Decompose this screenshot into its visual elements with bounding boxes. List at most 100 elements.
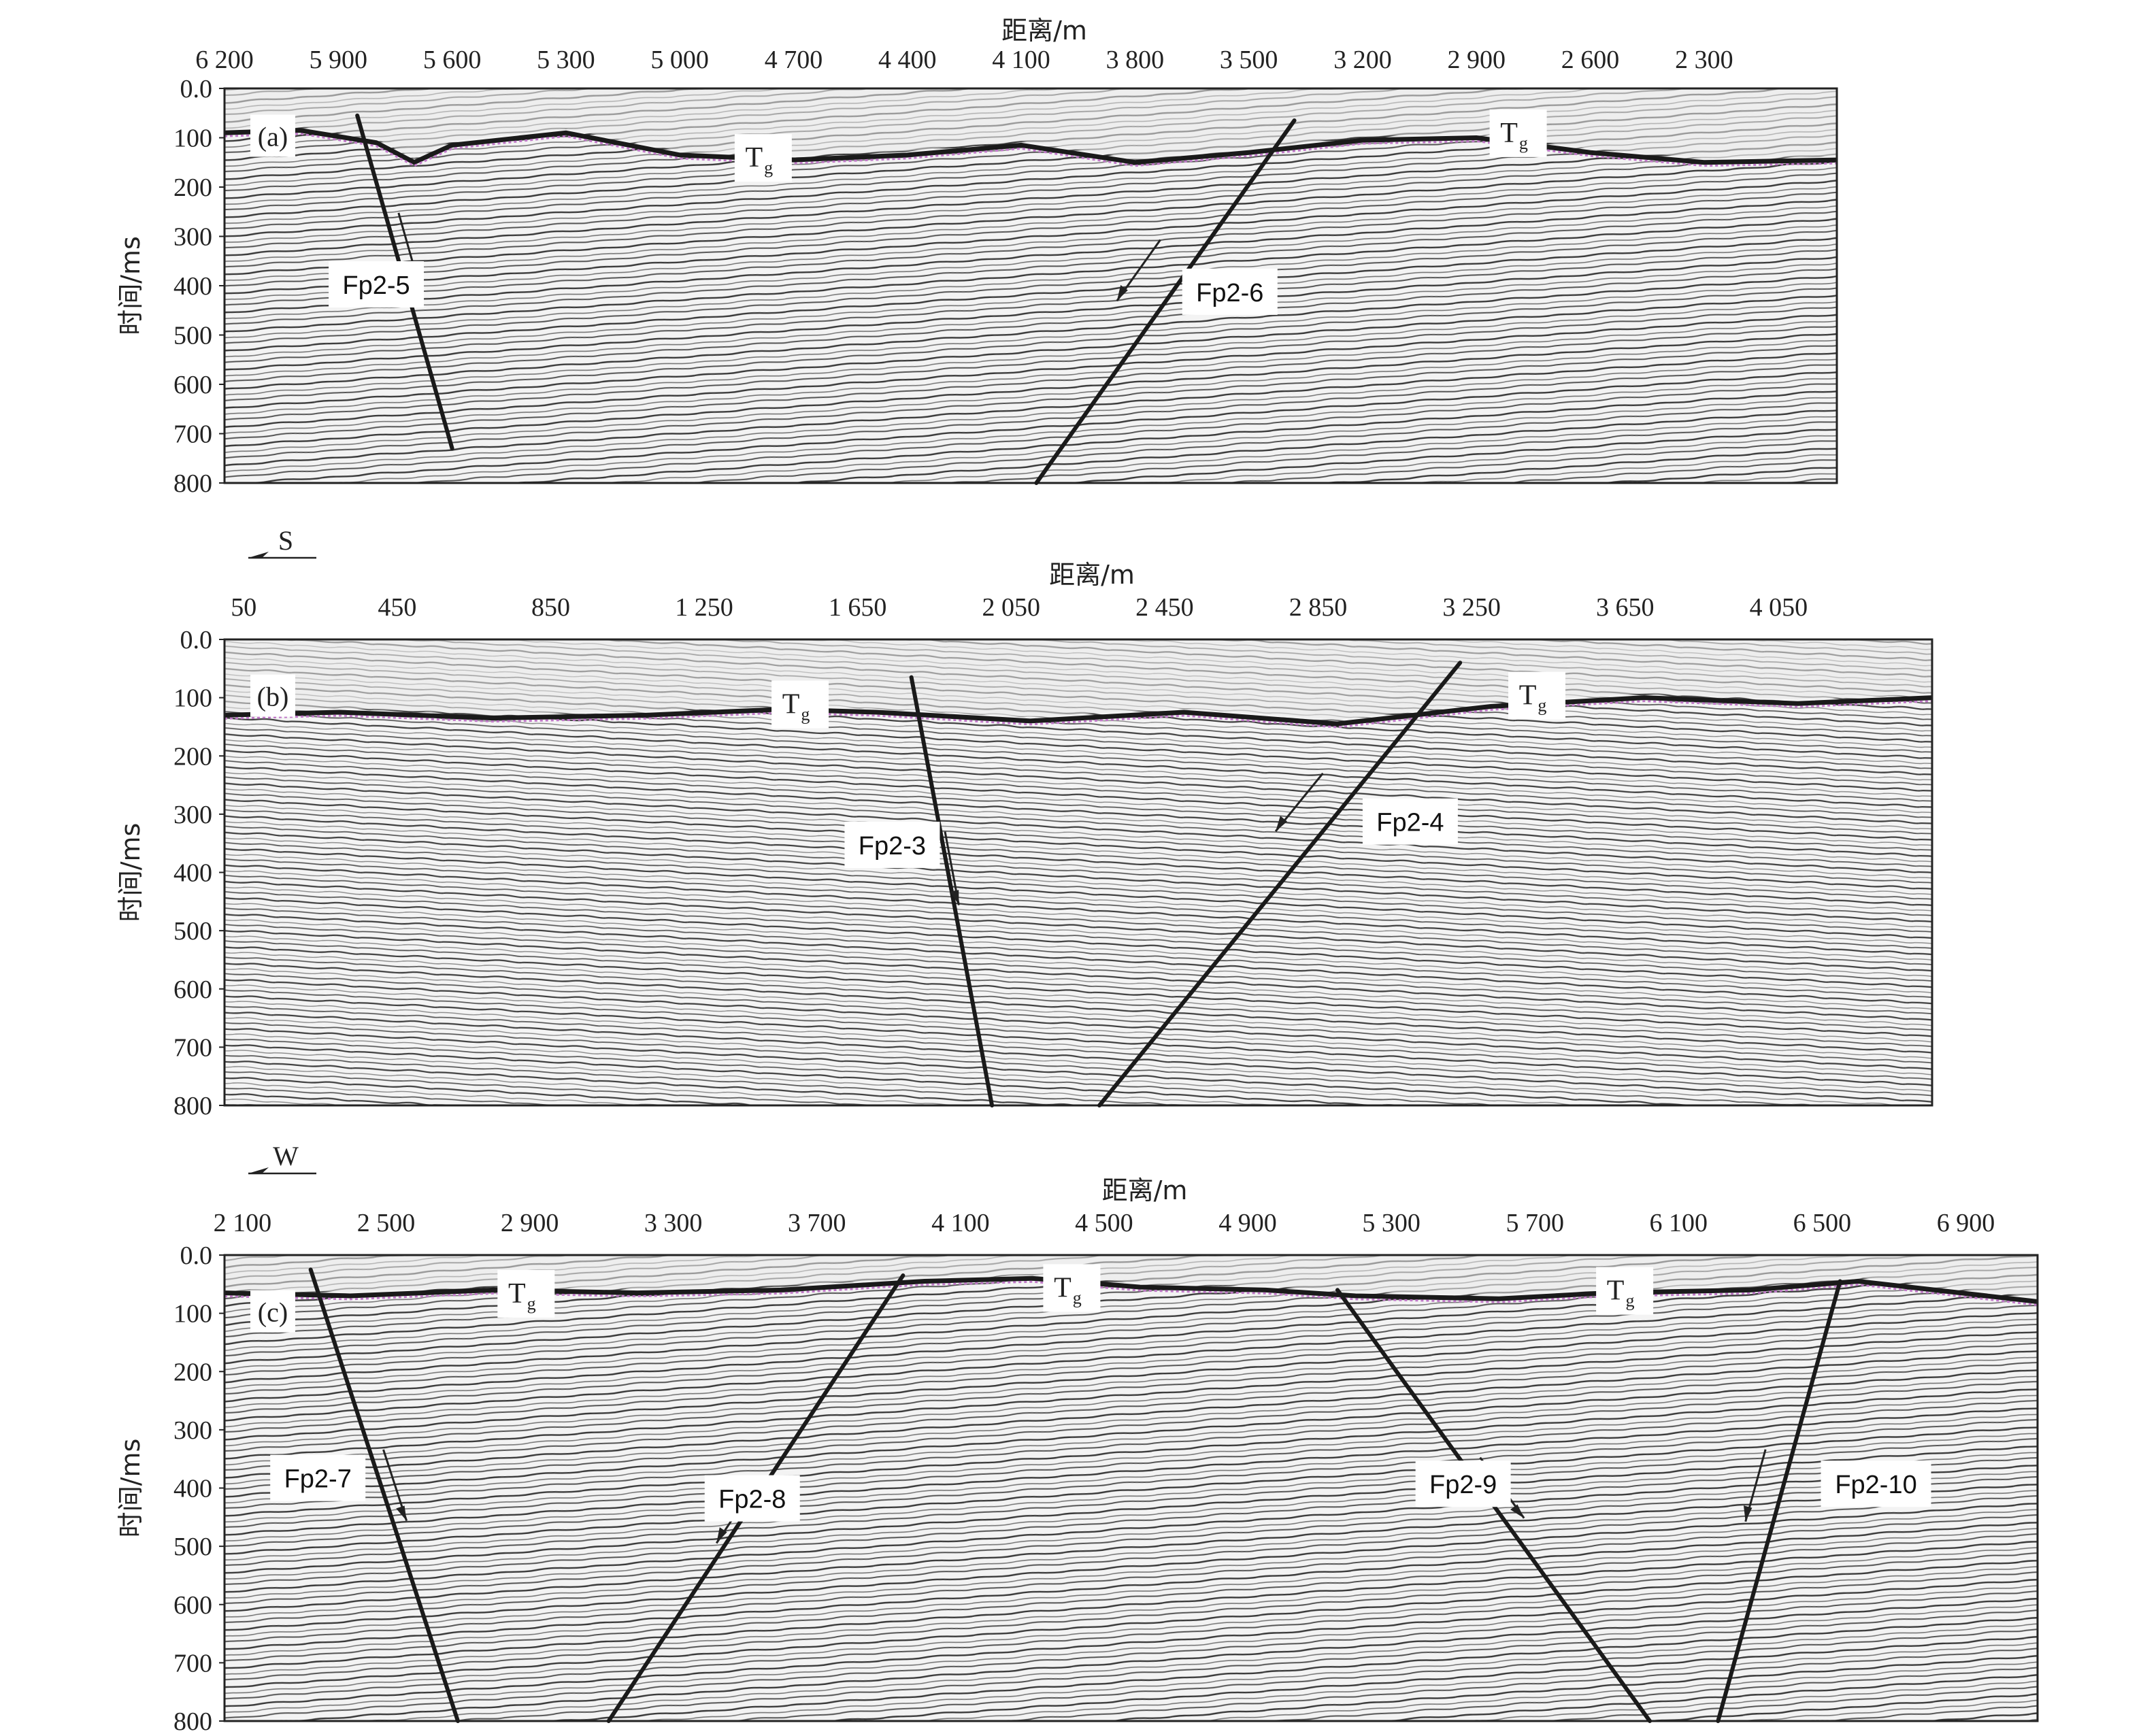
- horizon-label-box: [1043, 1264, 1101, 1312]
- x-tick-label: 6 200: [195, 46, 254, 74]
- y-axis-title: 时间/ms: [116, 236, 146, 335]
- x-tick-label: 4 700: [765, 46, 823, 74]
- slip-arrow-head: [1743, 1505, 1752, 1522]
- tg-horizon-trace: [224, 700, 1933, 729]
- y-tick-label: 800: [173, 469, 212, 498]
- slip-arrow-head: [950, 890, 959, 905]
- x-tick-label: 2 850: [1289, 593, 1348, 622]
- x-tick-label: 6 900: [1937, 1209, 1995, 1237]
- y-tick-label: 0.0: [180, 75, 213, 103]
- x-tick-label: 3 200: [1333, 46, 1392, 74]
- seismic-section: [225, 88, 1837, 483]
- fault-label: Fp2-5: [342, 271, 410, 300]
- slip-arrow-head: [716, 1527, 727, 1543]
- x-tick-label: 5 900: [310, 46, 368, 74]
- x-tick-label: 5 700: [1506, 1209, 1564, 1237]
- panel-label-box: [250, 674, 295, 717]
- fault-label-box: [1362, 798, 1458, 845]
- panel-a: 距离/m 6 200 5 900 5 600 5 300 5 000 4 700 4 400 4…: [116, 16, 1838, 498]
- x-tick-label: 450: [378, 593, 416, 622]
- y-tick-label: 500: [173, 322, 212, 350]
- x-tick-label: 5 600: [423, 46, 482, 74]
- shallow-zone: [225, 88, 1837, 158]
- x-tick-label: 3 300: [644, 1209, 703, 1237]
- x-tick-label: 4 900: [1218, 1209, 1277, 1237]
- fault-label: Fp2-10: [1835, 1471, 1916, 1499]
- y-tick-label: 200: [173, 742, 212, 771]
- x-tick-label: 3 650: [1596, 593, 1655, 622]
- y-tick-label: 300: [173, 801, 212, 829]
- y-axis-title: 时间/ms: [116, 823, 146, 922]
- y-tick-label: 800: [173, 1707, 212, 1736]
- y-tick-label: 400: [173, 272, 212, 301]
- x-tick-label: 4 100: [992, 46, 1050, 74]
- y-tick-label: 100: [173, 124, 212, 153]
- fault-label-box: [1415, 1460, 1511, 1507]
- y-tick-label: 200: [173, 1358, 212, 1386]
- panel-b: 距离/m 50 450 850 1 250 1 650 2 050 2 450 2 850 3 2…: [116, 525, 1933, 1120]
- panel-label-box: [250, 1290, 295, 1333]
- horizon-label: Tg: [1519, 680, 1547, 716]
- fault-label-box: [329, 261, 425, 307]
- y-tick-label: 200: [173, 173, 212, 202]
- x-tick-label: 6 100: [1650, 1209, 1708, 1237]
- panel-label-box: [250, 114, 295, 157]
- x-tick-label: 2 900: [1447, 46, 1506, 74]
- y-tick-label: 0.0: [180, 1241, 213, 1270]
- slip-arrow-head: [1276, 816, 1288, 832]
- y-tick-label: 500: [173, 1533, 212, 1561]
- direction-label: W: [273, 1141, 299, 1171]
- fault-line: [1716, 1279, 1842, 1723]
- panel-label: (c): [258, 1297, 288, 1328]
- x-tick-label: 5 000: [650, 46, 709, 74]
- x-tick-label: 2 900: [501, 1209, 559, 1237]
- horizon-label-box: [1489, 109, 1547, 157]
- y-axis-title: 时间/ms: [116, 1439, 146, 1538]
- fault-label-box: [270, 1454, 366, 1501]
- horizon-label-box: [1596, 1267, 1654, 1315]
- fault-line: [1097, 661, 1463, 1107]
- y-tick-label: 600: [173, 975, 212, 1004]
- x-tick-label: 850: [531, 593, 570, 622]
- y-tick-label: 600: [173, 1591, 212, 1620]
- slip-arrow-head: [1510, 1504, 1525, 1518]
- panel-label: (a): [258, 122, 288, 152]
- x-tick-label: 1 250: [675, 593, 733, 622]
- x-tick-label: 4 500: [1075, 1209, 1133, 1237]
- x-tick-label: 1 650: [829, 593, 887, 622]
- tg-reflector: [224, 695, 1933, 727]
- fault-label-box: [844, 821, 940, 868]
- y-tick-label: 400: [173, 1475, 212, 1503]
- y-tick-label: 700: [173, 420, 212, 449]
- y-tick-label: 500: [173, 917, 212, 946]
- x-tick-label: 2 450: [1135, 593, 1194, 622]
- y-tick-label: 100: [173, 1300, 212, 1329]
- y-tick-label: 800: [173, 1092, 212, 1120]
- fault-label: Fp2-6: [1196, 279, 1263, 307]
- x-tick-label: 4 400: [878, 46, 937, 74]
- horizon-label-box: [771, 680, 829, 729]
- shallow-zone: [225, 639, 1932, 720]
- x-tick-label: 2 100: [214, 1209, 272, 1237]
- x-tick-label: 3 800: [1106, 46, 1165, 74]
- fault-label: Fp2-7: [284, 1465, 352, 1494]
- y-tick-label: 100: [173, 684, 212, 713]
- fault-label-box: [1821, 1460, 1931, 1507]
- fault-label: Fp2-3: [859, 832, 926, 861]
- direction-arrow-head: [248, 552, 269, 558]
- y-tick-label: 400: [173, 859, 212, 888]
- x-tick-label: 2 050: [982, 593, 1041, 622]
- tg-horizon-trace: [224, 133, 1838, 167]
- x-tick-label: 3 500: [1220, 46, 1278, 74]
- fault-label-box: [1182, 268, 1278, 315]
- x-tick-label: 3 250: [1442, 593, 1501, 622]
- y-tick-label: 300: [173, 1416, 212, 1445]
- fault-label: Fp2-4: [1376, 809, 1444, 837]
- x-tick-label: 5 300: [1362, 1209, 1421, 1237]
- y-tick-label: 600: [173, 371, 212, 399]
- fault-label: Fp2-9: [1429, 1471, 1497, 1499]
- slip-arrow-head: [1116, 285, 1128, 301]
- x-tick-label: 5 300: [537, 46, 595, 74]
- fault-line: [1034, 118, 1297, 485]
